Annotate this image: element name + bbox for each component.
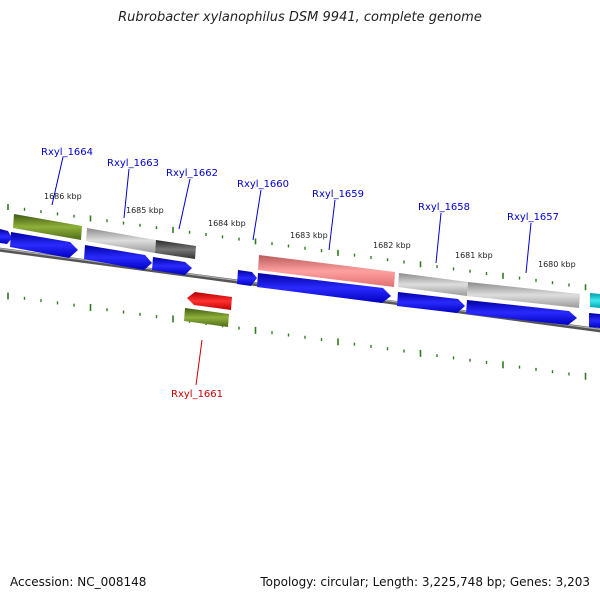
feature-track-upper — [13, 214, 600, 308]
feature-rxyl-1663[interactable] — [86, 228, 156, 253]
scale-label: 1681 kbp — [455, 251, 493, 260]
scale-labels: 1686 kbp 1685 kbp 1684 kbp 1683 kbp 1682… — [44, 192, 576, 269]
leader-rxyl-1658 — [435, 212, 442, 264]
scale-label: 1685 kbp — [126, 206, 164, 215]
scale-label: 1680 kbp — [538, 260, 576, 269]
leader-rxyl-1661 — [195, 339, 203, 386]
cds-arrow-rxyl-1663[interactable] — [84, 245, 152, 270]
label-leaders — [51, 156, 532, 386]
leader-rxyl-1662 — [178, 178, 191, 230]
cds-arrow-rxyl-1657[interactable] — [466, 300, 577, 325]
cds-arrow-rxyl-1660[interactable] — [237, 270, 257, 286]
accession-text: Accession: NC_008148 — [10, 575, 147, 589]
leader-rxyl-1660 — [252, 189, 262, 241]
feature-rxyl-1657[interactable] — [467, 282, 580, 308]
cds-arrow-rxyl-1662[interactable] — [152, 257, 192, 275]
leader-rxyl-1664 — [51, 156, 64, 206]
leader-rxyl-1663 — [123, 168, 130, 219]
feature-rxyl-1659[interactable] — [258, 255, 395, 287]
scale-label: 1682 kbp — [373, 241, 411, 250]
cds-arrow-next[interactable] — [589, 313, 600, 328]
gene-label-rxyl-1660[interactable]: Rxyl_1660 — [237, 179, 289, 190]
genome-title: Rubrobacter xylanophilus DSM 9941, compl… — [118, 10, 482, 25]
scale-label: 1683 kbp — [290, 231, 328, 240]
cds-arrow-rxyl-1658[interactable] — [397, 292, 465, 313]
gene-label-rxyl-1663[interactable]: Rxyl_1663 — [107, 158, 159, 169]
gene-label-rxyl-1662[interactable]: Rxyl_1662 — [166, 168, 218, 179]
gene-label-rxyl-1664[interactable]: Rxyl_1664 — [41, 147, 93, 158]
cds-arrow-edge[interactable] — [0, 229, 12, 244]
gene-labels: Rxyl_1664 Rxyl_1663 Rxyl_1662 Rxyl_1660 … — [41, 147, 559, 400]
feature-next[interactable] — [590, 293, 600, 308]
gene-label-rxyl-1659[interactable]: Rxyl_1659 — [312, 189, 364, 200]
gene-label-rxyl-1661[interactable]: Rxyl_1661 — [171, 389, 223, 400]
feature-rxyl-1662[interactable] — [155, 240, 196, 259]
genome-summary-text: Topology: circular; Length: 3,225,748 bp… — [260, 575, 590, 589]
scale-label: 1684 kbp — [208, 219, 246, 228]
feature-rxyl-1658[interactable] — [398, 273, 468, 296]
cds-arrow-rxyl-1659[interactable] — [257, 273, 391, 303]
leader-rxyl-1657 — [525, 222, 532, 274]
cds-track-forward — [0, 229, 600, 328]
feature-track-lower — [184, 292, 232, 327]
scale-label: 1686 kbp — [44, 192, 82, 201]
gene-label-rxyl-1658[interactable]: Rxyl_1658 — [418, 202, 470, 213]
scale-ticks — [7, 204, 587, 380]
gene-label-rxyl-1657[interactable]: Rxyl_1657 — [507, 212, 559, 223]
feature-rxyl-1661[interactable] — [184, 308, 229, 327]
cds-arrow-rxyl-1661[interactable] — [187, 292, 232, 310]
feature-rxyl-1664[interactable] — [13, 214, 82, 240]
cds-arrow-rxyl-1664[interactable] — [10, 232, 78, 258]
leader-rxyl-1659 — [328, 199, 336, 251]
